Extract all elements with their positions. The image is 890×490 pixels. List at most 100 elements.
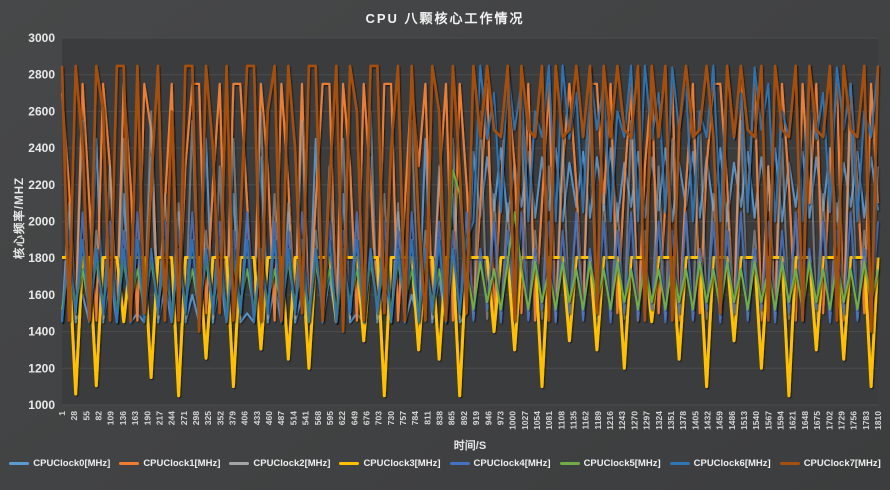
x-tick-label: 28 [69,411,79,421]
x-tick-label: 217 [154,411,164,425]
x-tick-label: 1432 [702,411,712,430]
legend-swatch-icon [9,462,30,465]
x-tick-label: 1540 [751,411,761,430]
x-tick-label: 865 [447,411,457,425]
x-tick-label: 1081 [544,411,554,430]
x-tick-label: 1162 [581,411,591,430]
x-axis-title: 时间/S [453,440,487,452]
x-tick-label: 1621 [788,411,798,430]
x-tick-label: 676 [361,411,371,425]
legend-label: CPUClock7[MHz] [803,458,881,469]
x-tick-label: 1675 [812,411,822,430]
legend-swatch-icon [669,462,690,465]
legend-label: CPUClock2[MHz] [253,458,331,469]
x-tick-label: 1297 [642,411,652,430]
x-tick-label: 1567 [763,411,773,430]
x-tick-label: 1594 [776,411,786,430]
y-tick-label: 2600 [28,104,55,118]
x-tick-label: 163 [130,411,140,425]
legend-label: CPUClock5[MHz] [583,458,661,469]
x-tick-label: 1189 [593,411,603,430]
x-tick-label: 1351 [666,411,676,430]
series-cpuclock7-mhz- [60,64,880,333]
legend-swatch-icon [779,462,800,465]
x-tick-label: 1054 [532,411,542,430]
legend-item-cpuclock6[interactable]: CPUClock6[MHz] [669,458,771,469]
x-tick-label: 919 [471,411,481,425]
legend-swatch-icon [449,462,470,465]
x-tick-label: 379 [228,411,238,425]
y-tick-label: 1400 [28,325,55,339]
x-tick-label: 730 [386,411,396,425]
x-tick-label: 1324 [654,411,664,430]
y-tick-label: 1000 [28,398,55,412]
legend-swatch-icon [119,462,140,465]
legend-label: CPUClock1[MHz] [143,458,221,469]
y-tick-label: 3000 [28,31,55,45]
y-tick-label: 2200 [28,178,55,192]
x-tick-label: 811 [422,411,432,425]
legend-label: CPUClock0[MHz] [33,458,111,469]
x-tick-label: 433 [252,411,262,425]
x-tick-label: 1648 [800,411,810,430]
x-tick-label: 325 [203,411,213,425]
legend: CPUClock0[MHz] CPUClock1[MHz] CPUClock2[MH… [0,458,890,469]
x-tick-label: 1459 [715,411,725,430]
legend-label: CPUClock4[MHz] [473,458,551,469]
y-tick-label: 1800 [28,251,55,265]
legend-item-cpuclock3[interactable]: CPUClock3[MHz] [339,458,441,469]
x-tick-label: 55 [81,411,91,421]
legend-item-cpuclock1[interactable]: CPUClock1[MHz] [119,458,220,469]
x-tick-label: 838 [435,411,445,425]
x-tick-label: 568 [313,411,323,425]
x-tick-label: 406 [240,411,250,425]
x-tick-label: 757 [398,411,408,425]
x-tick-label: 298 [191,411,201,425]
legend-swatch-icon [339,462,360,465]
legend-swatch-icon [229,462,250,465]
legend-swatch-icon [559,462,580,465]
x-tick-label: 1405 [690,411,700,430]
x-tick-label: 271 [179,411,189,425]
y-tick-label: 1600 [28,288,55,302]
x-tick-label: 487 [276,411,286,425]
legend-item-cpuclock4[interactable]: CPUClock4[MHz] [449,458,551,469]
x-tick-label: 460 [264,411,274,425]
x-tick-label: 1270 [629,411,639,430]
x-tick-label: 973 [495,411,505,425]
x-tick-label: 82 [94,411,104,421]
x-tick-label: 1810 [873,411,883,430]
x-tick-label: 1 [57,411,67,416]
x-tick-label: 1216 [605,411,615,430]
x-tick-label: 595 [325,411,335,425]
x-tick-label: 946 [483,411,493,425]
legend-item-cpuclock2[interactable]: CPUClock2[MHz] [229,458,330,469]
legend-item-cpuclock0[interactable]: CPUClock0[MHz] [9,458,110,469]
x-tick-label: 1486 [727,411,737,430]
x-tick-label: 1135 [569,411,579,430]
x-tick-label: 1702 [824,411,834,430]
chart-title: CPU 八颗核心工作情况 [365,11,525,26]
x-tick-label: 622 [337,411,347,425]
x-tick-label: 784 [410,411,420,425]
x-tick-label: 109 [106,411,116,425]
y-tick-label: 2800 [28,68,55,82]
legend-label: CPUClock3[MHz] [363,458,441,469]
x-tick-label: 1027 [520,411,530,430]
x-tick-label: 703 [374,411,384,425]
x-tick-label: 190 [142,411,152,425]
x-tick-label: 649 [349,411,359,425]
x-tick-label: 136 [118,411,128,425]
legend-item-cpuclock7[interactable]: CPUClock7[MHz] [779,458,881,469]
legend-item-cpuclock5[interactable]: CPUClock5[MHz] [559,458,661,469]
y-tick-label: 1200 [28,361,55,375]
plot-area: 1000 1200 1400 1600 1800 2000 2200 2400 2600 2800… [28,31,883,430]
x-tick-label: 514 [288,411,298,425]
x-tick-label: 352 [215,411,225,425]
x-tick-label: 1729 [836,411,846,430]
x-tick-label: 1756 [849,411,859,430]
x-tick-label: 1378 [678,411,688,430]
y-tick-label: 2000 [28,215,55,229]
x-tick-label: 1108 [556,411,566,430]
x-tick-label: 244 [167,411,177,425]
